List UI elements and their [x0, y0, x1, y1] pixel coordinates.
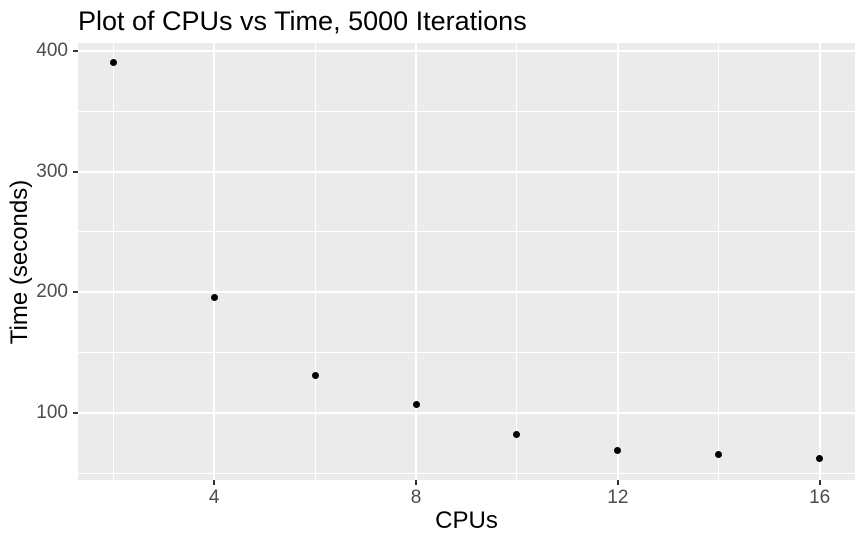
chart-title: Plot of CPUs vs Time, 5000 Iterations: [78, 6, 527, 36]
y-tick-label: 300: [36, 160, 68, 182]
gridline-minor-y: [78, 231, 855, 233]
gridline-minor-x: [718, 43, 720, 480]
x-tick-label: 8: [410, 487, 422, 508]
gridline-minor-x: [516, 43, 518, 480]
x-tick-mark: [415, 480, 418, 485]
plot-panel: [78, 43, 855, 480]
y-tick-label: 200: [36, 281, 68, 303]
gridline-major-y: [78, 412, 855, 414]
x-tick-mark: [213, 480, 216, 485]
x-tick-label: 4: [208, 487, 220, 508]
x-axis-title: CPUs: [435, 507, 498, 534]
gridline-major-y: [78, 49, 855, 52]
x-tick-label: 16: [809, 487, 831, 508]
y-tick-mark: [73, 170, 78, 173]
y-tick-mark: [73, 49, 78, 52]
gridline-minor-x: [314, 43, 316, 480]
y-tick-label: 100: [36, 402, 68, 423]
gridline-major-x: [616, 43, 619, 480]
gridline-minor-y: [78, 110, 855, 112]
y-tick-mark: [73, 291, 78, 294]
gridline-major-x: [818, 43, 821, 480]
y-tick-label: 400: [36, 39, 68, 61]
x-tick-mark: [818, 480, 821, 485]
gridline-major-y: [78, 170, 855, 173]
gridline-minor-y: [78, 352, 855, 354]
y-tick-mark: [73, 412, 78, 414]
gridline-minor-x: [112, 43, 114, 480]
gridline-major-y: [78, 291, 855, 294]
gridline-minor-y: [78, 472, 855, 474]
data-point: [210, 293, 218, 301]
y-axis-title-text: Time (seconds): [6, 179, 34, 344]
data-point: [412, 401, 420, 409]
data-point: [614, 446, 622, 454]
data-point: [109, 59, 117, 67]
data-point: [311, 372, 319, 380]
data-point: [715, 450, 723, 458]
data-point: [513, 431, 521, 439]
gridline-major-x: [415, 43, 418, 480]
gridline-major-x: [213, 43, 216, 480]
data-point: [816, 455, 824, 463]
x-tick-label: 12: [607, 487, 629, 508]
x-tick-mark: [616, 480, 619, 485]
